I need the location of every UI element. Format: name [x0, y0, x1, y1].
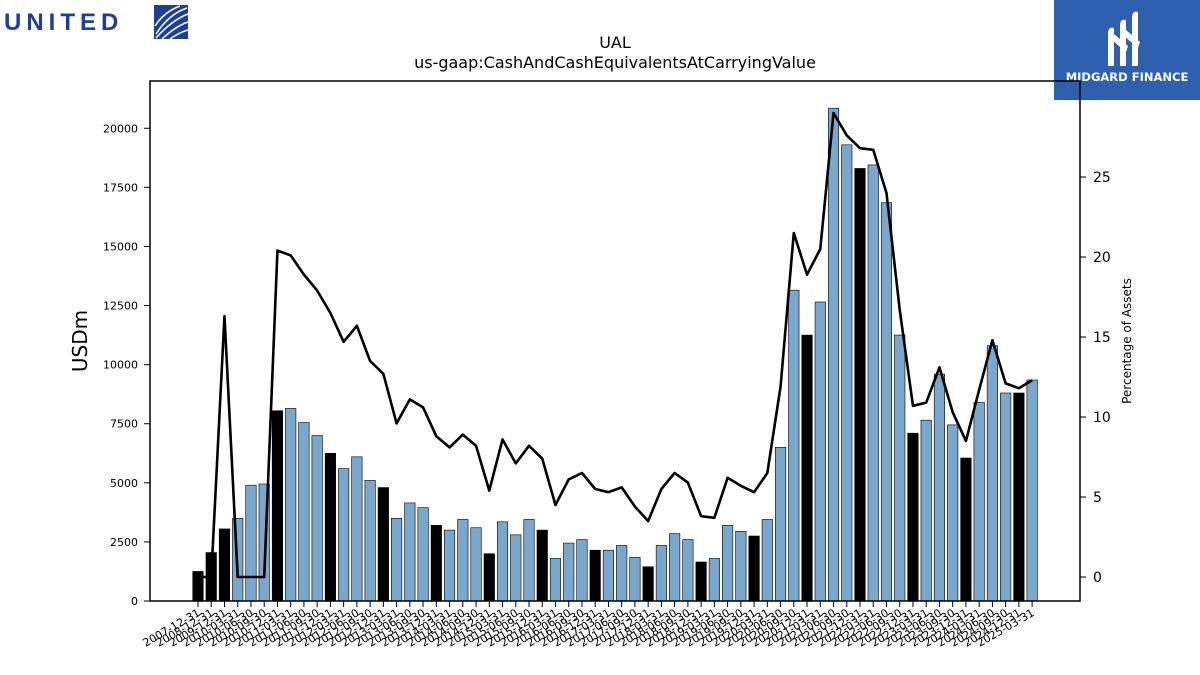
bar: [616, 545, 628, 602]
bar-series: [192, 107, 1038, 602]
y-tick-label: 10000: [103, 359, 138, 372]
bar: [576, 539, 588, 602]
bar: [907, 432, 919, 602]
bar: [444, 529, 456, 602]
plot-frame: [149, 80, 1081, 602]
bar: [457, 519, 469, 602]
bar: [377, 487, 389, 602]
y-axis-label: USDm: [68, 310, 92, 372]
bar: [430, 525, 442, 602]
y2-tick-label: 10: [1093, 410, 1111, 426]
y2-tick-label: 0: [1093, 570, 1102, 586]
bar: [986, 345, 998, 602]
bar: [470, 527, 482, 602]
united-logo-text: UNITED: [4, 9, 123, 36]
bar: [271, 410, 283, 602]
bar: [708, 558, 720, 602]
bar: [827, 107, 840, 602]
bar: [894, 334, 906, 602]
bar: [496, 521, 509, 602]
bar: [523, 519, 535, 602]
bar: [549, 558, 562, 602]
globe-icon: [154, 5, 189, 40]
united-logo: UNITED: [4, 4, 196, 44]
bar: [814, 301, 826, 602]
bar: [338, 468, 350, 602]
bar: [417, 507, 429, 602]
midgard-finance-logo: MIDGARD FINANCE: [1054, 0, 1200, 100]
bar: [722, 525, 734, 602]
bar: [788, 289, 800, 602]
percentage-line: [198, 111, 1033, 579]
bar: [351, 456, 363, 602]
bar: [695, 561, 707, 602]
y2-tick-label: 5: [1093, 490, 1102, 506]
bar: [364, 480, 376, 602]
bar: [324, 452, 336, 602]
midgard-monogram-icon: [1108, 11, 1140, 67]
bar: [1026, 379, 1038, 602]
bar: [642, 566, 654, 602]
bar: [536, 529, 548, 602]
bar: [960, 457, 972, 602]
y-tick-label: 7500: [110, 418, 138, 431]
bar: [947, 424, 959, 602]
bar: [510, 534, 522, 602]
y-tick-label: 2500: [110, 536, 138, 549]
bar: [867, 164, 879, 602]
bar: [629, 556, 641, 602]
y2-tick-label: 20: [1093, 250, 1111, 266]
bar: [775, 447, 787, 602]
bar: [973, 402, 985, 602]
bar: [682, 539, 694, 602]
bar: [404, 502, 416, 602]
bar: [1000, 392, 1012, 602]
bar: [298, 422, 310, 602]
bar: [311, 435, 323, 602]
chart-title: UAL: [599, 33, 631, 52]
bar: [563, 542, 575, 602]
y2-tick-label: 25: [1093, 170, 1111, 186]
y-tick-label: 5000: [110, 477, 138, 490]
bar: [761, 519, 773, 602]
bar: [483, 553, 495, 602]
y-tick-label: 17500: [103, 181, 138, 194]
bar: [602, 549, 614, 602]
bar: [285, 408, 297, 602]
y-tick-label: 15000: [103, 240, 138, 253]
bar: [245, 484, 257, 602]
y2-tick-label: 15: [1093, 330, 1111, 346]
midgard-logo-text: MIDGARD FINANCE: [1066, 70, 1189, 84]
bar: [391, 517, 403, 602]
bar: [1013, 392, 1025, 602]
y-tick-label: 12500: [103, 300, 138, 313]
bar: [589, 549, 601, 602]
y-tick-label: 20000: [103, 122, 138, 135]
bar: [669, 533, 681, 602]
bar: [801, 334, 813, 602]
chart-subtitle: us-gaap:CashAndCashEquivalentsAtCarrying…: [414, 53, 816, 72]
bar: [854, 168, 866, 602]
bar: [748, 535, 760, 602]
y-tick-label: 0: [131, 595, 138, 608]
y2-axis-label: Percentage of Assets: [1120, 278, 1134, 404]
bar: [841, 144, 853, 602]
bar: [933, 373, 945, 602]
bar: [218, 528, 231, 602]
line-series: [198, 111, 1033, 579]
bar: [880, 202, 893, 602]
bar: [735, 530, 747, 602]
bar: [920, 419, 932, 602]
bar: [655, 545, 667, 602]
